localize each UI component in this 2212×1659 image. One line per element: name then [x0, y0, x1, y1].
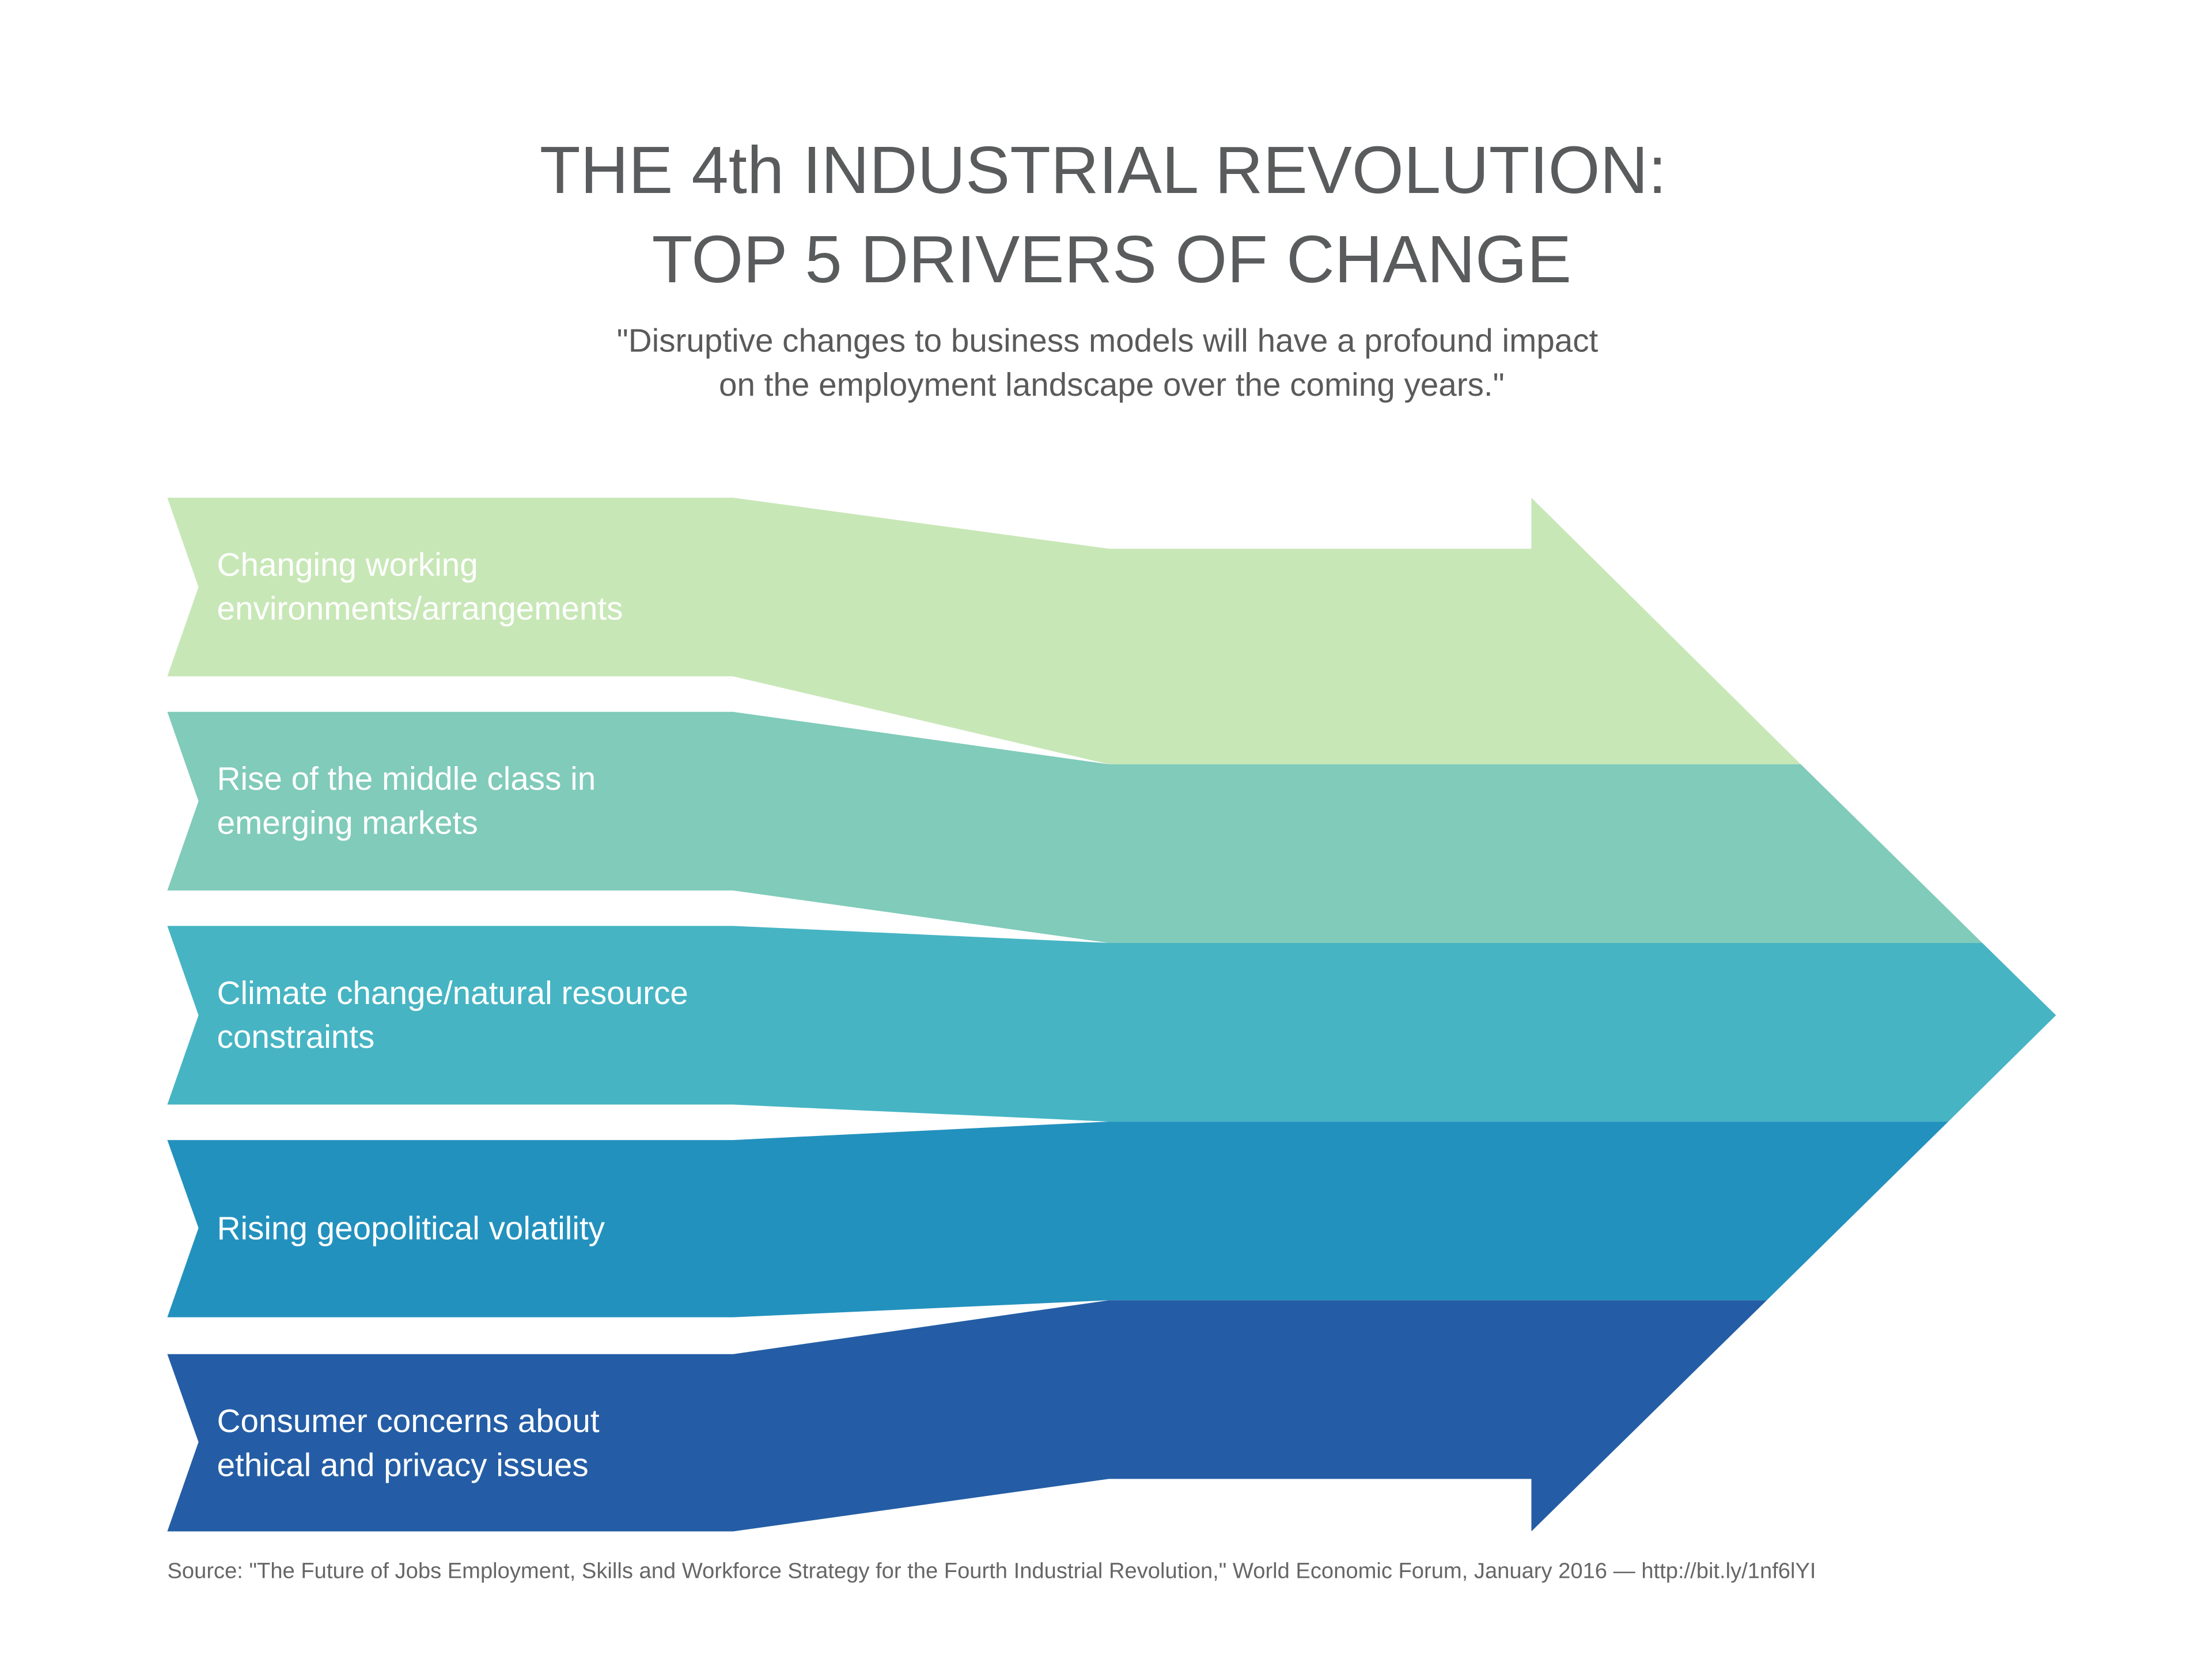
driver-band-5: [167, 1300, 1767, 1532]
subtitle-line-1: "Disruptive changes to business models w…: [617, 322, 1599, 358]
driver-label-5b: ethical and privacy issues: [217, 1446, 589, 1483]
driver-label-5a: Consumer concerns about: [217, 1403, 600, 1439]
driver-band-3: [167, 926, 2056, 1122]
arrow-diagram: [167, 498, 2056, 1532]
driver-labels: Changing working environments/arrangemen…: [217, 546, 688, 1483]
driver-label-3b: constraints: [217, 1018, 375, 1055]
driver-label-1b: environments/arrangements: [217, 590, 623, 627]
driver-band-1: [167, 498, 1801, 764]
driver-label-2b: emerging markets: [217, 804, 478, 840]
title-line-1: THE 4th INDUSTRIAL REVOLUTION:: [540, 132, 1666, 207]
driver-label-4: Rising geopolitical volatility: [217, 1210, 605, 1246]
source-citation: Source: "The Future of Jobs Employment, …: [167, 1559, 1816, 1584]
driver-band-4: [167, 1122, 1949, 1317]
driver-label-1a: Changing working: [217, 546, 478, 582]
title-line-2: TOP 5 DRIVERS OF CHANGE: [652, 222, 1571, 297]
driver-label-3a: Climate change/natural resource: [217, 975, 688, 1011]
driver-band-2: [167, 711, 1983, 943]
subtitle-line-2: on the employment landscape over the com…: [719, 366, 1505, 403]
driver-label-2a: Rise of the middle class in: [217, 760, 596, 797]
